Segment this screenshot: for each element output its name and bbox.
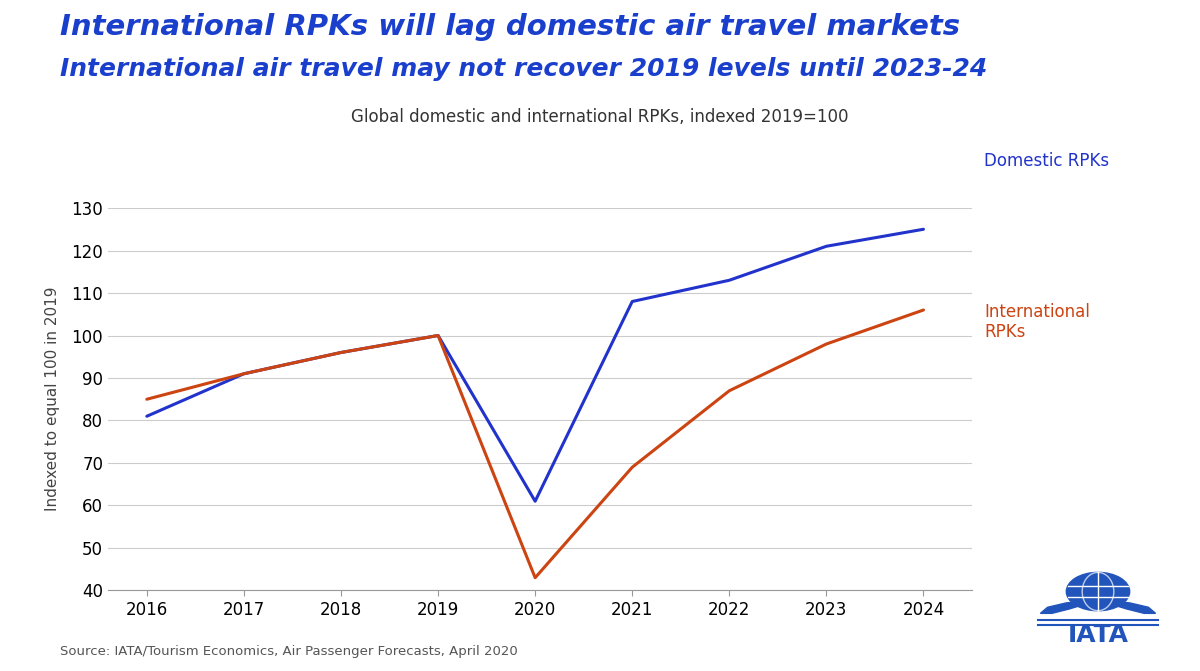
Polygon shape: [1040, 601, 1098, 613]
Circle shape: [1067, 572, 1129, 611]
Text: Source: IATA/Tourism Economics, Air Passenger Forecasts, April 2020: Source: IATA/Tourism Economics, Air Pass…: [60, 645, 517, 658]
Text: International RPKs will lag domestic air travel markets: International RPKs will lag domestic air…: [60, 13, 960, 42]
Text: International air travel may not recover 2019 levels until 2023-24: International air travel may not recover…: [60, 57, 988, 81]
Polygon shape: [1098, 601, 1156, 613]
Text: Domestic RPKs: Domestic RPKs: [984, 152, 1109, 170]
Text: IATA: IATA: [1068, 623, 1128, 647]
Text: International
RPKs: International RPKs: [984, 303, 1090, 342]
Text: Global domestic and international RPKs, indexed 2019=100: Global domestic and international RPKs, …: [352, 109, 848, 126]
Y-axis label: Indexed to equal 100 in 2019: Indexed to equal 100 in 2019: [46, 287, 60, 511]
